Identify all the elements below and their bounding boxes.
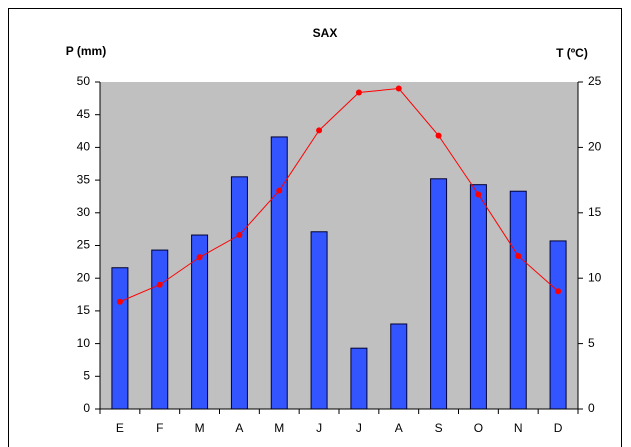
x-tick-label: N [514, 421, 523, 435]
y-tick-label: 50 [77, 74, 91, 88]
x-tick-label: J [356, 421, 362, 435]
temperature-point [395, 85, 402, 92]
bar [469, 184, 487, 410]
bar [230, 176, 248, 410]
temperature-point [156, 281, 163, 288]
temperature-point [475, 191, 482, 198]
y2-tick-label: 15 [588, 205, 602, 219]
y-tick-label: 20 [77, 270, 91, 284]
y2-tick-label: 5 [588, 336, 595, 350]
bar [390, 323, 408, 410]
bar [350, 347, 368, 410]
bar [310, 231, 328, 410]
bar [270, 136, 288, 410]
x-tick-label: A [395, 421, 403, 435]
y2-tick-label: 0 [588, 401, 595, 415]
bar [151, 249, 169, 410]
x-tick-label: F [156, 421, 163, 435]
y-tick-label: 15 [77, 303, 91, 317]
bar [549, 240, 567, 410]
bar [509, 190, 527, 410]
plot-area [100, 82, 578, 409]
x-tick-label: D [554, 421, 563, 435]
chart-title: SAX [313, 26, 338, 40]
y-tick-label: 35 [77, 172, 91, 186]
y-tick-label: 0 [83, 401, 90, 415]
y-tick-label: 40 [77, 140, 91, 154]
x-tick-label: M [274, 421, 284, 435]
y2-tick-label: 10 [588, 270, 602, 284]
x-tick-label: M [195, 421, 205, 435]
y-axis-label: P (mm) [66, 44, 106, 58]
y-tick-label: 30 [77, 205, 91, 219]
x-tick-label: O [474, 421, 483, 435]
x-tick-label: E [116, 421, 124, 435]
y-tick-label: 10 [77, 336, 91, 350]
temperature-point [355, 89, 362, 96]
temperature-point [555, 288, 562, 295]
temperature-line [119, 88, 559, 303]
y-tick-label: 5 [83, 368, 90, 382]
temperature-point [116, 298, 123, 305]
bar [430, 178, 448, 410]
x-tick-label: A [235, 421, 243, 435]
y-tick-label: 25 [77, 238, 91, 252]
bar [111, 267, 129, 410]
y2-tick-label: 25 [588, 74, 602, 88]
x-tick-label: J [316, 421, 322, 435]
temperature-point [435, 132, 442, 139]
temperature-point [316, 127, 323, 134]
y2-axis-label: T (ºC) [556, 46, 588, 60]
x-tick-label: S [435, 421, 443, 435]
temperature-point [276, 187, 283, 194]
temperature-point [196, 254, 203, 261]
y2-tick-label: 20 [588, 140, 602, 154]
temperature-point [515, 252, 522, 259]
temperature-point [236, 232, 243, 239]
y-tick-label: 45 [77, 107, 91, 121]
